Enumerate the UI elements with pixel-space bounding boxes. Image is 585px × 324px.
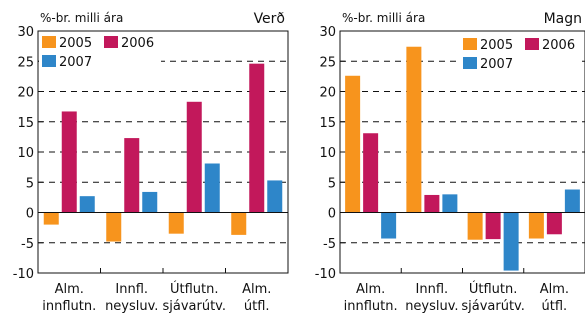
legend: 2005 2006 2007 <box>39 32 161 72</box>
category-label: innflutn. <box>344 299 398 314</box>
y-tick-label: 0 <box>328 207 336 222</box>
y-tick-label: 0 <box>26 207 34 222</box>
bar-2006-1 <box>363 133 379 213</box>
y-tick-label: 10 <box>17 146 34 161</box>
bar-2007-4 <box>267 180 283 213</box>
legend-label-2005: 2005 <box>480 38 513 53</box>
panel-title: Magn <box>544 11 582 27</box>
bar-2005-4 <box>231 212 247 235</box>
bar-2007-3 <box>503 212 519 271</box>
bar-2007-2 <box>142 191 158 213</box>
y-tick-label: -10 <box>315 267 336 282</box>
chart-panel-1: -10 -5 0 5 10 15 20 25 30 Alm. innflutn. Innfl. neys… <box>13 11 289 314</box>
bar-2005-2 <box>406 46 422 213</box>
bar-2006-1 <box>61 111 77 213</box>
y-tick-label: 20 <box>319 86 336 101</box>
y-tick-label: 5 <box>328 176 336 191</box>
legend-label-2005: 2005 <box>59 36 92 51</box>
category-label: neysluv. <box>405 299 458 314</box>
category-label: Innfl. <box>416 282 449 297</box>
bar-2005-1 <box>345 75 361 213</box>
bar-2005-3 <box>467 212 483 240</box>
y-tick-label: -5 <box>323 237 336 252</box>
y-tick-label: 10 <box>319 146 336 161</box>
legend-label-2006: 2006 <box>121 36 154 51</box>
legend-swatch-2006 <box>525 38 539 50</box>
legend-swatch-2006 <box>104 36 118 48</box>
panel-title: Verð <box>254 11 285 27</box>
legend-background <box>39 32 161 72</box>
y-tick-label: 30 <box>17 25 34 40</box>
legend-label-2007: 2007 <box>480 57 513 72</box>
category-label: Alm. <box>55 282 84 297</box>
legend-swatch-2005 <box>42 36 56 48</box>
category-label: innflutn. <box>42 299 96 314</box>
category-label: útfl. <box>542 299 568 314</box>
y-tick-label: 20 <box>17 86 34 101</box>
y-tick-label: 5 <box>26 176 34 191</box>
bar-2005-1 <box>43 212 59 225</box>
bar-2007-2 <box>442 194 458 213</box>
bar-2005-2 <box>106 212 122 242</box>
bar-2007-4 <box>564 189 580 213</box>
category-label: Útflutn. <box>469 281 518 297</box>
bar-2006-4 <box>546 212 562 235</box>
y-tick-label: 25 <box>319 55 336 70</box>
chart-panel-2: -10 -5 0 5 10 15 20 25 30 Alm. innflutn. Innfl. neys… <box>315 11 585 314</box>
bar-2005-4 <box>528 212 544 239</box>
bar-2007-1 <box>79 196 95 213</box>
y-tick-label: 30 <box>319 25 336 40</box>
category-label: Alm. <box>356 282 385 297</box>
category-label: sjávarútv. <box>162 299 226 314</box>
legend-swatch-2005 <box>463 38 477 50</box>
bar-2007-1 <box>381 212 397 239</box>
category-label: sjávarútv. <box>461 299 525 314</box>
y-axis-unit-label: %-br. milli ára <box>40 11 123 25</box>
legend: 2005 2006 2007 <box>460 34 582 74</box>
y-axis-unit-label: %-br. milli ára <box>342 11 425 25</box>
legend-swatch-2007 <box>42 55 56 67</box>
legend-label-2007: 2007 <box>59 55 92 70</box>
bar-2007-3 <box>204 163 220 213</box>
y-tick-label: 15 <box>17 116 34 131</box>
y-tick-label: 15 <box>319 116 336 131</box>
bar-2006-2 <box>124 138 140 213</box>
category-label: útfl. <box>244 299 270 314</box>
y-tick-label: 25 <box>17 55 34 70</box>
bar-2006-4 <box>249 63 265 213</box>
bar-2006-2 <box>424 194 440 213</box>
y-tick-label: -5 <box>21 237 34 252</box>
legend-swatch-2007 <box>463 57 477 69</box>
bar-2005-3 <box>168 212 184 234</box>
category-label: neysluv. <box>105 299 158 314</box>
category-label: Alm. <box>540 282 569 297</box>
bar-2006-3 <box>186 101 202 213</box>
legend-background <box>460 34 582 74</box>
category-label: Innfl. <box>115 282 148 297</box>
legend-label-2006: 2006 <box>542 38 575 53</box>
category-label: Alm. <box>242 282 271 297</box>
bar-2006-3 <box>485 212 501 240</box>
category-label: Útflutn. <box>170 281 219 297</box>
y-tick-label: -10 <box>13 267 34 282</box>
